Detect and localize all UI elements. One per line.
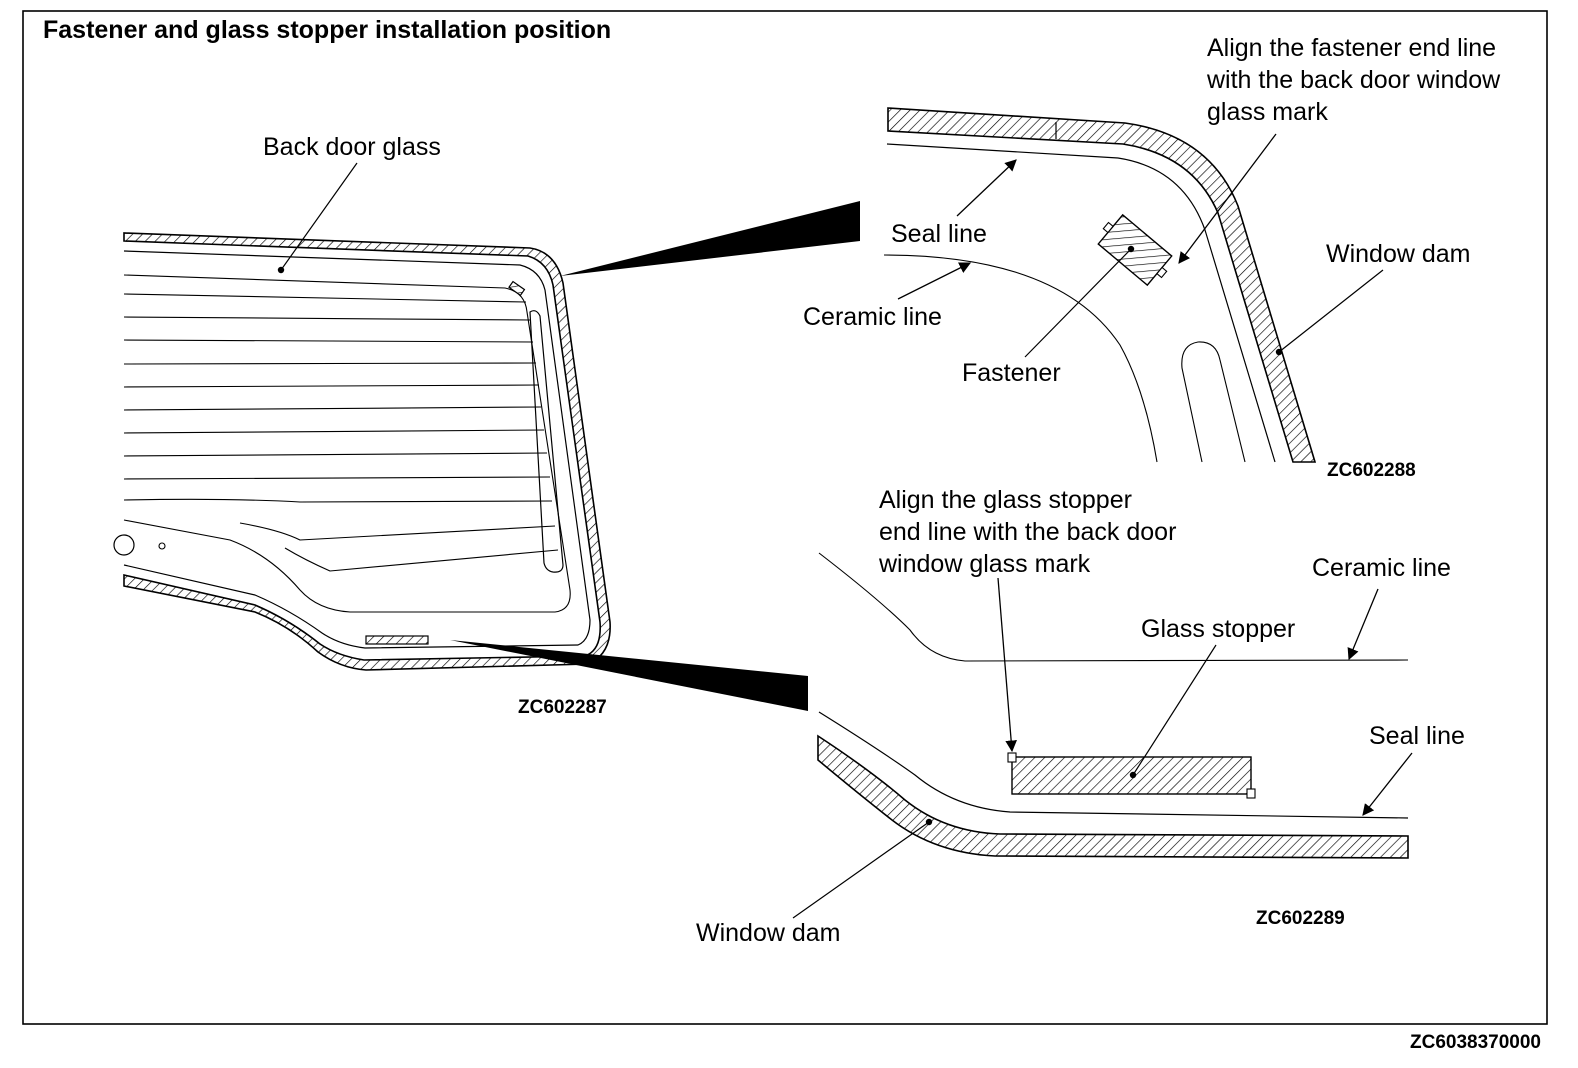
overview-side-strip <box>529 310 564 573</box>
bottom-align-arrow <box>997 577 1017 753</box>
top-trim-strip <box>1181 341 1246 463</box>
bottom-seal-line <box>818 711 1409 819</box>
overview-window-dam <box>123 232 611 671</box>
overview-hole-small <box>158 542 166 550</box>
label-stopper-align-note: Align the glass stopper end line with th… <box>879 486 1177 578</box>
label-top-window-dam: Window dam <box>1326 240 1471 268</box>
code-detail-top: ZC602288 <box>1327 460 1416 481</box>
label-glass-stopper: Glass stopper <box>1141 615 1296 643</box>
top-seal-line-arrow <box>956 159 1017 217</box>
bottom-window-dam <box>817 734 1409 859</box>
top-ceramic-line-arrow <box>897 262 972 300</box>
top-ceramic-line <box>883 254 1158 463</box>
defroster-lines <box>123 293 559 572</box>
label-bottom-seal-line: Seal line <box>1369 722 1465 750</box>
page-title: Fastener and glass stopper installation … <box>43 16 612 44</box>
code-detail-bottom: ZC602289 <box>1256 908 1345 929</box>
label-top-ceramic-line: Ceramic line <box>803 303 942 331</box>
zoom-wedge-bottom <box>450 640 808 711</box>
label-fastener-align-note: Align the fastener end line with the bac… <box>1207 34 1501 126</box>
label-bottom-window-dam: Window dam <box>696 919 841 947</box>
top-align-arrow <box>1178 133 1277 264</box>
figure-code: ZC6038370000 <box>1410 1032 1541 1053</box>
overview-hole-large <box>113 534 135 556</box>
top-seal-line <box>886 143 1276 463</box>
label-top-seal-line: Seal line <box>891 220 987 248</box>
label-fastener: Fastener <box>962 359 1061 387</box>
bottom-ceramic-line-arrow <box>1347 588 1379 661</box>
label-back-door-glass: Back door glass <box>263 133 441 161</box>
zoom-wedge-top <box>560 201 860 276</box>
overview-glass-edge <box>123 250 591 649</box>
label-bottom-ceramic-line: Ceramic line <box>1312 554 1451 582</box>
overview-glass-stopper-marker <box>365 635 429 645</box>
fastener <box>1097 213 1173 287</box>
bottom-seal-line-arrow <box>1362 752 1413 816</box>
bottom-ceramic-line <box>818 552 1409 662</box>
glass-stopper-detail <box>792 552 1413 919</box>
overview-fastener-marker <box>508 280 526 297</box>
top-window-dam <box>887 107 1317 463</box>
fastener-detail <box>883 107 1384 463</box>
back-door-glass-overview <box>113 162 611 671</box>
figure-frame <box>22 10 1548 1025</box>
overview-ceramic-line <box>123 274 571 613</box>
code-overview: ZC602287 <box>518 697 607 718</box>
